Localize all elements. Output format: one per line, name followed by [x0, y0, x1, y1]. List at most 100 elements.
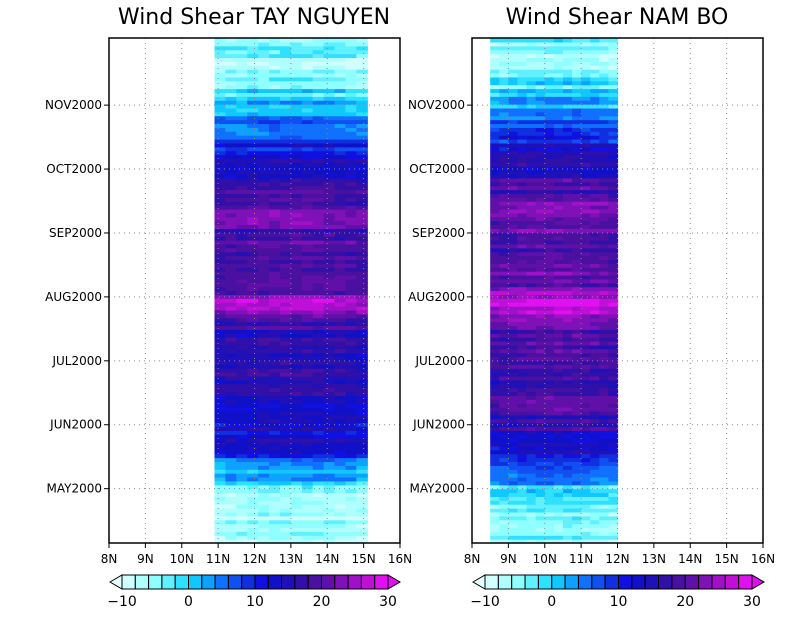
heatmap-cell: [535, 356, 546, 362]
heatmap-cell: [544, 539, 555, 544]
heatmap-cell: [590, 535, 600, 540]
heatmap-cell: [599, 321, 609, 327]
heatmap-cell: [356, 170, 368, 175]
heatmap-cell: [599, 100, 609, 105]
heatmap-cell: [258, 430, 270, 435]
heatmap-cell: [535, 61, 546, 66]
heatmap-cell: [499, 372, 509, 377]
heatmap-cell: [247, 104, 259, 109]
heatmap-cell: [490, 395, 500, 400]
heatmap-cell: [258, 527, 270, 532]
heatmap-cell: [279, 484, 292, 490]
heatmap-cell: [345, 41, 357, 47]
heatmap-cell: [490, 247, 500, 253]
heatmap-cell: [225, 111, 237, 117]
heatmap-cell: [562, 399, 573, 404]
heatmap-cell: [581, 274, 591, 280]
heatmap-cell: [535, 461, 546, 466]
heatmap-cell: [581, 127, 591, 132]
heatmap-cell: [544, 216, 555, 222]
heatmap-cell: [290, 49, 303, 55]
heatmap-cell: [214, 274, 226, 280]
heatmap-cell: [247, 290, 259, 295]
heatmap-cell: [290, 519, 303, 525]
heatmap-cell: [608, 162, 619, 167]
heatmap-cell: [301, 375, 314, 381]
heatmap-cell: [225, 96, 237, 101]
heatmap-cell: [214, 84, 226, 90]
heatmap-cell: [572, 453, 582, 459]
heatmap-cell: [247, 364, 259, 369]
heatmap-cell: [553, 92, 564, 97]
heatmap-cell: [508, 519, 519, 525]
heatmap-cell: [517, 352, 528, 358]
heatmap-cell: [517, 496, 528, 501]
heatmap-cell: [572, 473, 582, 478]
heatmap-cell: [517, 255, 528, 261]
heatmap-cell: [247, 49, 259, 55]
heatmap-cell: [526, 173, 537, 179]
heatmap-cell: [356, 193, 368, 198]
heatmap-cell: [590, 197, 600, 202]
heatmap-cell: [508, 154, 519, 160]
heatmap-cell: [290, 422, 303, 428]
heatmap-cell: [517, 302, 528, 307]
heatmap-cell: [608, 317, 619, 323]
heatmap-cell: [334, 158, 347, 163]
heatmap-cell: [599, 531, 609, 536]
heatmap-cell: [323, 383, 336, 389]
heatmap-cell: [247, 488, 259, 494]
heatmap-cell: [490, 286, 500, 292]
heatmap-cell: [499, 368, 509, 373]
heatmap-cell: [517, 414, 528, 420]
heatmap-cell: [572, 313, 582, 319]
heatmap-cell: [608, 453, 619, 459]
heatmap-cell: [526, 430, 537, 435]
heatmap-cell: [236, 224, 248, 229]
heatmap-cell: [608, 220, 619, 226]
heatmap-cell: [517, 399, 528, 404]
heatmap-cell: [535, 212, 546, 218]
heatmap-cell: [490, 150, 500, 156]
heatmap-cell: [526, 139, 537, 144]
heatmap-cell: [345, 461, 357, 466]
heatmap-cell: [258, 38, 270, 43]
heatmap-cell: [225, 232, 237, 237]
heatmap-cell: [526, 243, 537, 249]
heatmap-cell: [553, 539, 564, 544]
heatmap-cell: [490, 418, 500, 424]
heatmap-cell: [225, 104, 237, 109]
heatmap-cell: [334, 185, 347, 191]
heatmap-cell: [247, 41, 259, 47]
heatmap-cell: [323, 457, 336, 463]
heatmap-cell: [581, 158, 591, 163]
heatmap-cell: [599, 212, 609, 218]
heatmap-cell: [225, 243, 237, 249]
heatmap-cell: [562, 445, 573, 451]
heatmap-cell: [599, 224, 609, 229]
heatmap-cell: [301, 100, 314, 105]
heatmap-cell: [334, 135, 347, 140]
heatmap-cell: [345, 379, 357, 385]
heatmap-cell: [258, 445, 270, 451]
heatmap-cell: [581, 216, 591, 222]
heatmap-cell: [572, 92, 582, 97]
heatmap-cell: [544, 313, 555, 319]
heatmap-cell: [301, 139, 314, 144]
heatmap-cell: [517, 247, 528, 253]
heatmap-cell: [535, 224, 546, 229]
heatmap-cell: [608, 92, 619, 97]
heatmap-cell: [301, 53, 314, 59]
heatmap-cell: [334, 418, 347, 424]
heatmap-cell: [323, 139, 336, 144]
heatmap-cell: [356, 306, 368, 311]
heatmap-cell: [236, 212, 248, 218]
heatmap-cell: [334, 302, 347, 307]
heatmap-cell: [356, 309, 368, 315]
heatmap-cell: [562, 240, 573, 245]
heatmap-cell: [345, 410, 357, 416]
heatmap-cell: [544, 135, 555, 140]
heatmap-cell: [214, 302, 226, 307]
heatmap-cell: [499, 41, 509, 47]
heatmap-cell: [535, 321, 546, 327]
